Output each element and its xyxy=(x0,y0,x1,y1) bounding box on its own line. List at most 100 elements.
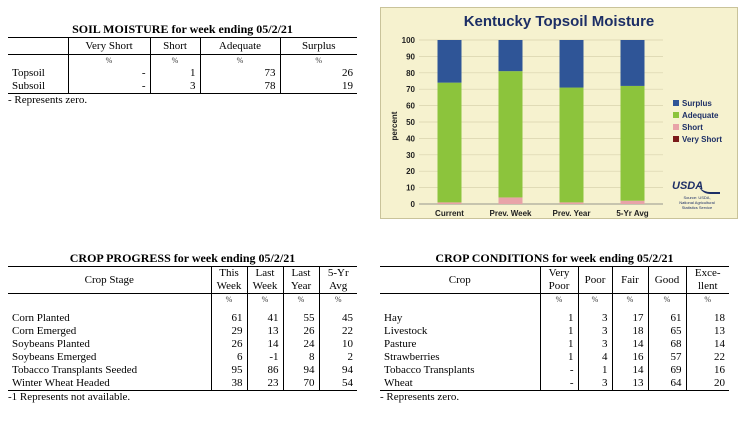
cell: 94 xyxy=(318,364,357,377)
cell: 1 xyxy=(539,338,578,351)
cell: 57 xyxy=(647,351,686,364)
col-last-week: Last Week xyxy=(246,266,283,294)
legend-label: Very Short xyxy=(682,135,722,144)
row-label: Subsoil xyxy=(12,80,46,92)
row-label: Soybeans Planted xyxy=(12,338,90,350)
table-row: Livestock 1 3 18 65 13 xyxy=(380,325,729,338)
row-label: Livestock xyxy=(384,325,428,337)
chart-title: Kentucky Topsoil Moisture xyxy=(463,13,655,30)
y-tick-label: 0 xyxy=(411,200,416,209)
cell: 16 xyxy=(611,351,648,364)
legend-swatch xyxy=(673,112,679,118)
cell: 18 xyxy=(611,325,648,338)
col-fair: Fair xyxy=(611,266,648,294)
row-label: Tobacco Transplants Seeded xyxy=(12,364,138,376)
cell: 1 xyxy=(149,67,200,80)
row-label: Corn Emerged xyxy=(12,325,77,337)
bar-segment-surplus xyxy=(437,40,462,83)
pct-unit: % xyxy=(67,54,150,67)
cell: 70 xyxy=(282,377,319,391)
cell: 22 xyxy=(685,351,729,364)
usda-swoosh-icon xyxy=(698,181,720,194)
cell: 3 xyxy=(149,80,200,94)
y-tick-label: 80 xyxy=(406,69,415,78)
cell: 64 xyxy=(647,377,686,391)
cell: 65 xyxy=(647,325,686,338)
y-tick-label: 90 xyxy=(406,52,415,61)
cell: - xyxy=(67,67,150,80)
col-crop: Crop xyxy=(380,266,540,294)
cell: 3 xyxy=(577,377,612,391)
y-axis-label: percent xyxy=(390,111,399,140)
table-row: Corn Planted 61 41 55 45 xyxy=(8,312,357,325)
cell: 61 xyxy=(210,312,247,325)
pct-unit: % xyxy=(577,293,612,306)
table-row: Wheat -3 13 64 20 xyxy=(380,377,729,391)
cell: 26 xyxy=(279,67,357,80)
crop-conditions-section: CROP CONDITIONS for week ending 05/2/21 … xyxy=(380,251,729,403)
legend-swatch xyxy=(673,100,679,106)
row-label: Pasture xyxy=(384,338,417,350)
conditions-footnote: - Represents zero. xyxy=(380,391,460,403)
row-label: Wheat xyxy=(384,377,413,389)
crop-progress-title: CROP PROGRESS for week ending 05/2/21 xyxy=(69,251,296,265)
cell: - xyxy=(67,80,150,94)
progress-footnote: -1 Represents not available. xyxy=(8,391,131,403)
cell: 23 xyxy=(246,377,283,391)
cell: 26 xyxy=(282,325,319,338)
table-row: Topsoil - 1 73 26 xyxy=(8,67,357,80)
soil-moisture-table: Very Short Short Adequate Surplus % % % … xyxy=(8,37,357,94)
table-row: Strawberries 1 4 16 57 22 xyxy=(380,351,729,364)
pct-unit: % xyxy=(246,293,283,306)
bar-segment-surplus xyxy=(559,40,584,88)
cell: 13 xyxy=(246,325,283,338)
pct-unit: % xyxy=(318,293,357,306)
cell: 14 xyxy=(611,364,648,377)
crop-progress-section: CROP PROGRESS for week ending 05/2/21 Cr… xyxy=(8,251,357,403)
cell: 1 xyxy=(539,325,578,338)
x-tick-label: Prev. Year xyxy=(553,209,591,218)
table-row: Hay 1 3 17 61 18 xyxy=(380,312,729,325)
cell: 8 xyxy=(282,351,319,364)
source-note: Source: USDA, National Agricultural Stat… xyxy=(679,195,715,210)
table-row: Winter Wheat Headed 38 23 70 54 xyxy=(8,377,357,391)
pct-unit: % xyxy=(282,293,319,306)
bar-segment-adequate xyxy=(559,87,584,203)
col-very-short: Very Short xyxy=(67,37,150,55)
table-row: Tobacco Transplants Seeded 95 86 94 94 xyxy=(8,364,357,377)
cell: 69 xyxy=(647,364,686,377)
pct-unit: % xyxy=(149,54,200,67)
y-tick-label: 20 xyxy=(406,167,415,176)
y-tick-label: 40 xyxy=(406,134,415,143)
col-this-week: This Week xyxy=(210,266,247,294)
cell: 14 xyxy=(685,338,729,351)
pct-unit: % xyxy=(611,293,648,306)
col-excellent: Exce-llent xyxy=(685,266,729,294)
col-5yr-avg: 5-Yr Avg xyxy=(318,266,357,294)
bar-segment-short xyxy=(437,202,462,204)
col-short: Short xyxy=(149,37,200,55)
bar-segment-surplus xyxy=(498,40,523,72)
cell: 22 xyxy=(318,325,357,338)
usda-logo: USDA Source: USDA, National Agricultural… xyxy=(672,180,722,210)
crop-conditions-table: Crop Very Poor Poor Fair Good Exce-llent … xyxy=(380,266,729,391)
y-tick-label: 60 xyxy=(406,102,415,111)
col-surplus: Surplus xyxy=(279,37,357,55)
cell: 86 xyxy=(246,364,283,377)
bar-segment-short xyxy=(559,202,584,204)
cell: - xyxy=(539,364,578,377)
x-tick-label: 5-Yr Avg xyxy=(616,209,648,218)
legend-label: Short xyxy=(682,123,703,132)
cell: -1 xyxy=(246,351,283,364)
crop-conditions-title: CROP CONDITIONS for week ending 05/2/21 xyxy=(435,251,674,265)
cell: 1 xyxy=(539,312,578,325)
pct-unit: % xyxy=(539,293,578,306)
cell: 38 xyxy=(210,377,247,391)
cell: 2 xyxy=(318,351,357,364)
pct-unit: % xyxy=(685,293,729,306)
row-label: Corn Planted xyxy=(12,312,70,324)
cell: 4 xyxy=(577,351,612,364)
cell: - xyxy=(539,377,578,391)
cell: 20 xyxy=(685,377,729,391)
x-tick-label: Prev. Week xyxy=(490,209,533,218)
